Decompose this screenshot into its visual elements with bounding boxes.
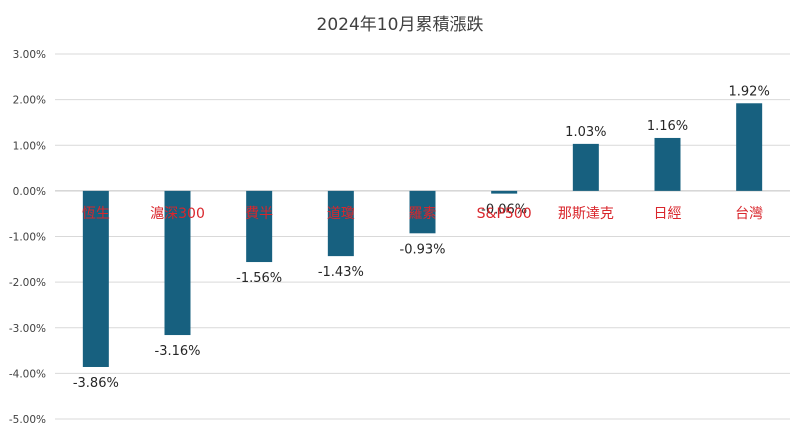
y-tick-label: -1.00%: [9, 232, 46, 244]
y-tick-label: -5.00%: [9, 414, 46, 426]
bar: [736, 103, 763, 191]
data-label: -3.16%: [155, 344, 201, 359]
bar: [164, 190, 191, 336]
data-label: -0.06%: [481, 203, 527, 218]
category-label: 那斯達克: [558, 206, 614, 222]
category-label: 台灣: [735, 206, 763, 222]
category-label: 恆生: [82, 206, 110, 222]
data-label: -0.93%: [400, 242, 446, 257]
y-axis-ticks: 3.00% 2.00% 1.00% 0.00% -1.00% -2.00% -3.00% -4…: [9, 49, 46, 426]
data-label: 1.16%: [647, 119, 688, 134]
data-label: -1.56%: [236, 271, 282, 286]
category-label: 日經: [654, 206, 682, 222]
bar: [654, 137, 681, 191]
bar: [82, 190, 109, 367]
y-tick-label: -2.00%: [9, 277, 46, 289]
bar: [491, 190, 518, 194]
y-tick-label: 0.00%: [13, 186, 46, 198]
data-label: -3.86%: [73, 376, 119, 391]
data-labels: -3.86% -3.16% -1.56% -1.43% -0.93% -0.06% 1.03…: [73, 84, 770, 391]
data-label: 1.03%: [565, 125, 606, 140]
data-label: 1.92%: [729, 84, 770, 99]
bar: [246, 190, 273, 263]
bar: [327, 190, 354, 257]
category-label: 費半: [245, 206, 273, 222]
category-label: 道瓊: [327, 206, 355, 222]
chart-title: 2024年10月累積漲跌: [317, 15, 484, 35]
y-tick-label: 2.00%: [13, 95, 46, 107]
category-label: 滬深300: [150, 205, 205, 222]
y-tick-label: -4.00%: [9, 368, 46, 380]
y-tick-label: 3.00%: [13, 49, 46, 61]
category-label: S&P500: [477, 206, 532, 222]
bars: [82, 103, 763, 367]
category-label: 羅素: [409, 206, 437, 222]
category-labels: 恆生 滬深300 費半 道瓊 羅素 S&P500 那斯達克 日經 台灣: [82, 205, 763, 222]
y-tick-label: -3.00%: [9, 323, 46, 335]
data-label: -1.43%: [318, 265, 364, 280]
bar: [572, 143, 599, 191]
bar: [409, 190, 436, 234]
y-tick-label: 1.00%: [13, 140, 46, 152]
